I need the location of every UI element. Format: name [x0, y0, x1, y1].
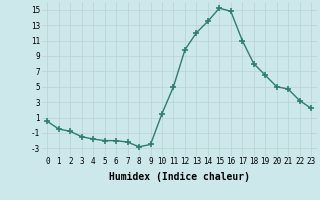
X-axis label: Humidex (Indice chaleur): Humidex (Indice chaleur) [109, 172, 250, 182]
